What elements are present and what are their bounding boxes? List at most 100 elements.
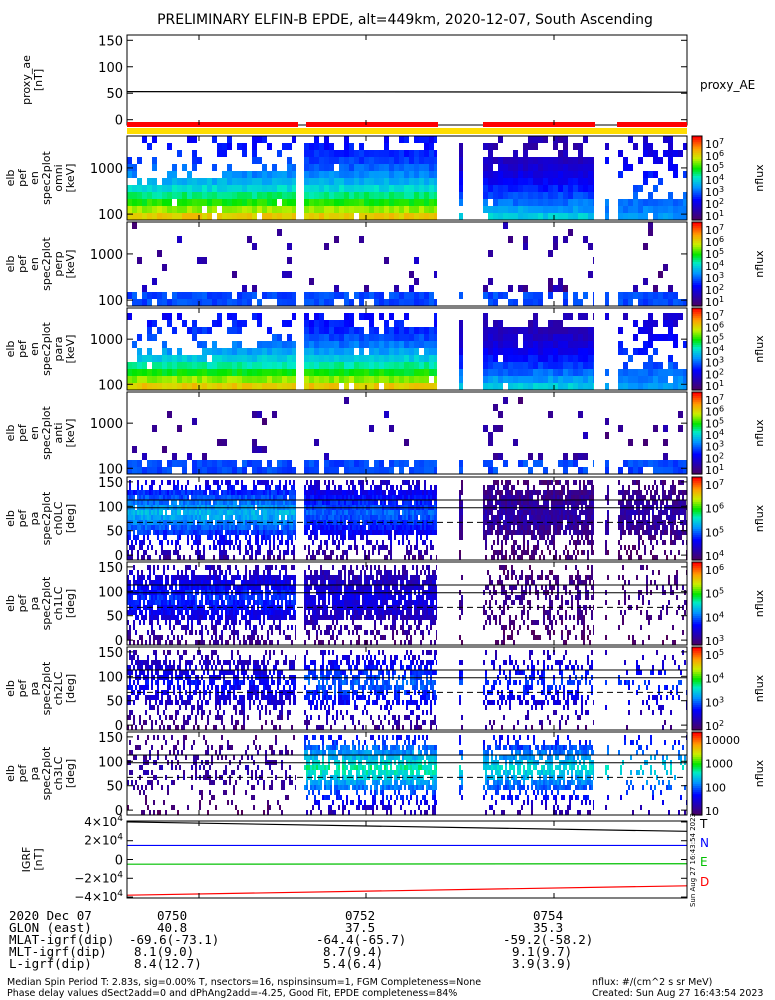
spectrogram-cell [683,383,687,390]
spectrogram-cell [370,540,372,545]
spectrogram-cell [207,510,209,515]
colorbar-band [692,357,702,360]
spectrogram-cell [589,480,591,485]
spectrogram-cell [277,485,279,490]
spectrogram-cell [202,376,207,383]
spectrogram-cell [414,192,419,199]
colorbar-band [692,369,702,373]
spectrogram-cell [638,206,643,213]
spectrogram-cell [565,525,567,530]
spectrogram-cell [172,369,177,376]
spectrogram-cell [488,292,493,299]
spectrogram-cell [643,320,648,327]
colorbar-band [692,439,702,442]
spectrogram-cell [233,530,235,535]
spectrogram-cell [404,480,406,485]
spectrogram-cell [499,530,501,535]
spectrogram-cell [235,495,237,500]
spectrogram-cell [523,495,525,500]
spectrogram-cell [573,550,575,555]
spectrogram-cell [182,292,187,299]
spectrogram-cell [262,136,267,143]
spectrogram-cell [638,485,640,490]
spectrogram-cell [141,495,143,500]
colorbar-band [692,152,702,156]
spectrogram-cell [132,460,137,467]
spectrogram-cell [152,178,157,185]
spectrogram-cell [243,530,245,535]
spectrogram-cell [334,540,336,545]
spectrogram-cell [318,545,320,550]
spectrogram-cell [263,535,265,540]
spectrogram-cell [565,545,567,550]
spectrogram-cell [222,150,227,157]
spectrogram-cell [374,485,376,490]
spectrogram-cell [328,535,330,540]
spectrogram-cell [420,510,422,515]
spectrogram-cell [344,150,349,157]
spectrogram-cell [245,520,247,525]
spectrogram-cell [339,157,344,164]
spectrogram-cell [593,485,594,490]
spectrogram-cell [541,550,543,555]
spectrogram-cell [583,206,588,213]
spectrogram-cell [324,178,329,185]
spectrogram-cell [252,285,257,292]
spectrogram-cell [225,520,227,525]
spectrogram-cell [310,480,312,485]
spectrogram-cell [414,500,416,505]
spectrogram-cell [593,164,594,171]
spectrogram-cell [503,369,508,376]
spectrogram-cell [324,467,329,474]
spectrogram-cell [434,206,437,213]
spectrogram-cell [127,369,132,376]
spectrogram-cell [227,327,232,334]
spectrogram-cell [295,490,296,495]
spectrogram-cell [249,495,251,500]
spectrogram-cell [623,206,628,213]
spectrogram-cell [593,292,594,299]
colorbar-band [692,213,702,217]
spectrogram-cell [573,520,575,525]
spectrogram-cell [548,383,553,390]
spectrogram-cell [231,485,233,490]
spectrogram-cell [618,467,623,474]
spectrogram-cell [263,495,265,500]
spectrogram-cell [328,500,330,505]
spectrogram-cell [359,313,364,320]
spectrogram-cell [177,535,179,540]
spectrogram-cell [501,515,503,520]
spectrogram-cell [304,376,309,383]
spectrogram-cell [643,327,648,334]
spectrogram-cell [394,171,399,178]
spectrogram-cell [434,271,437,278]
spectrogram-cell [167,550,169,555]
spectrogram-cell [257,341,262,348]
spectrogram-cell [273,490,275,495]
spectrogram-cell [623,199,628,206]
spectrogram-cell [648,199,653,206]
spectrogram-cell [199,540,201,545]
spectrogram-cell [518,178,523,185]
spectrogram-cell [159,495,161,500]
spectrogram-cell [394,299,399,306]
spectrogram-cell [553,143,558,150]
spectrogram-cell [257,206,262,213]
spectrogram-cell [498,383,503,390]
spectrogram-cell [197,199,202,206]
spectrogram-cell [314,327,319,334]
spectrogram-cell [630,500,632,505]
spectrogram-cell [232,192,237,199]
spectrogram-cell [262,446,267,453]
spectrogram-cell [217,525,219,530]
spectrogram-cell [652,510,654,515]
spectrogram-cell [523,199,528,206]
spectrogram-cell [430,510,432,515]
colorbar-band [692,404,702,407]
spectrogram-cell [583,490,585,495]
spectrogram-cell [623,362,628,369]
colorbar-band [692,322,702,325]
spectrogram-cell [555,490,557,495]
spectrogram-cell [304,485,306,490]
spectrogram-cell [167,213,172,220]
